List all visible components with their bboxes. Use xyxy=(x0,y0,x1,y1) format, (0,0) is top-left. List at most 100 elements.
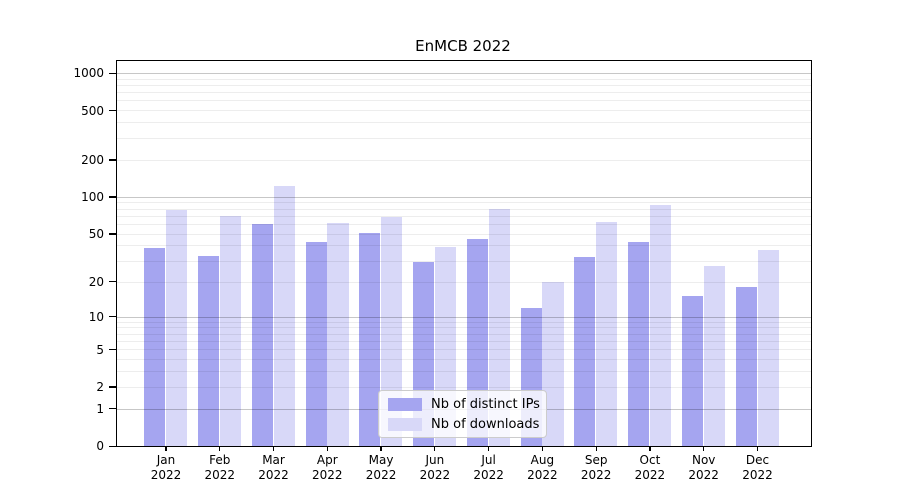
x-tick-oct xyxy=(649,447,651,451)
bar-feb-downloads xyxy=(219,215,241,446)
x-tick-month: Sep xyxy=(584,453,608,467)
x-tick-label-jun: Jun 2022 xyxy=(405,453,465,483)
x-tick-month: Oct xyxy=(639,453,661,467)
y-tick-10 xyxy=(109,316,116,318)
bar-may-distinct-ips xyxy=(359,232,381,446)
y-tick-label-50: 50 xyxy=(88,226,104,241)
bar-apr-distinct-ips xyxy=(305,241,327,446)
x-tick-label-may: May 2022 xyxy=(351,453,411,483)
x-tick-feb xyxy=(219,447,221,451)
bars-layer xyxy=(117,61,811,446)
y-tick-500 xyxy=(109,110,116,112)
y-tick-label-5: 5 xyxy=(96,342,104,357)
x-tick-month: Nov xyxy=(691,453,716,467)
x-tick-label-sep: Sep 2022 xyxy=(566,453,626,483)
x-tick-dec xyxy=(756,447,759,451)
x-tick-label-jan: Jan 2022 xyxy=(136,453,196,483)
x-tick-mar xyxy=(272,447,275,451)
bar-may-downloads xyxy=(381,217,403,446)
bar-oct-downloads xyxy=(650,204,672,446)
bar-feb-distinct-ips xyxy=(197,255,220,446)
x-tick-nov xyxy=(703,447,705,451)
y-tick-label-500: 500 xyxy=(81,103,104,118)
x-tick-year: 2022 xyxy=(634,468,666,482)
x-tick-month: Dec xyxy=(745,453,770,467)
bar-jul-downloads xyxy=(488,209,510,446)
bar-mar-downloads xyxy=(273,185,295,446)
bar-jan-downloads xyxy=(166,210,188,446)
x-tick-may xyxy=(380,447,382,451)
y-tick-label-100: 100 xyxy=(81,190,104,205)
x-tick-year: 2022 xyxy=(150,468,182,482)
bar-apr-downloads xyxy=(327,223,349,446)
y-tick-label-2: 2 xyxy=(96,379,104,394)
plot-area: Nb of distinct IPs Nb of downloads xyxy=(116,60,812,447)
y-tick-2 xyxy=(109,386,116,388)
y-tick-200 xyxy=(109,159,116,161)
x-tick-jun xyxy=(434,447,436,451)
x-tick-month: Jul xyxy=(481,453,496,467)
y-tick-label-1000: 1000 xyxy=(73,66,104,81)
bar-sep-downloads xyxy=(596,222,618,446)
bar-nov-distinct-ips xyxy=(681,296,703,446)
x-tick-year: 2022 xyxy=(742,468,773,482)
y-tick-1 xyxy=(109,408,116,410)
x-tick-month: Jun xyxy=(425,453,445,467)
bar-sep-distinct-ips xyxy=(574,257,596,446)
x-tick-month: May xyxy=(368,453,394,467)
legend-label-downloads: Nb of downloads xyxy=(431,416,540,432)
bar-dec-distinct-ips xyxy=(735,287,757,446)
x-tick-month: Feb xyxy=(209,453,231,467)
x-tick-label-dec: Dec 2022 xyxy=(727,453,787,483)
x-tick-jan xyxy=(165,447,167,451)
x-tick-label-oct: Oct 2022 xyxy=(620,453,680,483)
x-tick-year: 2022 xyxy=(473,468,504,482)
x-tick-month: Aug xyxy=(530,453,555,467)
y-tick-0 xyxy=(109,445,116,447)
y-tick-50 xyxy=(109,233,116,235)
y-tick-label-20: 20 xyxy=(88,274,104,289)
x-tick-month: Apr xyxy=(316,453,338,467)
bar-jan-distinct-ips xyxy=(144,248,166,446)
y-tick-1000 xyxy=(109,72,116,74)
x-tick-year: 2022 xyxy=(688,468,719,482)
x-tick-label-nov: Nov 2022 xyxy=(674,453,734,483)
legend-label-distinct-ips: Nb of distinct IPs xyxy=(431,396,540,412)
x-tick-year: 2022 xyxy=(419,468,451,482)
x-tick-year: 2022 xyxy=(312,468,343,482)
x-tick-year: 2022 xyxy=(258,468,289,482)
chart-title: EnMCB 2022 xyxy=(415,37,511,55)
y-tick-label-10: 10 xyxy=(88,309,104,324)
bar-dec-downloads xyxy=(757,249,779,446)
x-tick-apr xyxy=(326,447,328,451)
x-tick-year: 2022 xyxy=(365,468,397,482)
legend-item-distinct-ips: Nb of distinct IPs xyxy=(388,396,540,412)
x-tick-jul xyxy=(488,447,490,451)
y-tick-label-1: 1 xyxy=(96,401,104,416)
y-tick-label-200: 200 xyxy=(81,152,104,167)
y-tick-5 xyxy=(109,348,116,351)
x-tick-label-mar: Mar 2022 xyxy=(244,453,304,483)
x-tick-year: 2022 xyxy=(580,468,612,482)
bar-mar-distinct-ips xyxy=(251,224,273,446)
x-tick-year: 2022 xyxy=(204,468,236,482)
legend-swatch-downloads xyxy=(388,417,422,431)
bar-aug-downloads xyxy=(542,281,564,446)
y-tick-100 xyxy=(109,196,116,198)
x-tick-aug xyxy=(541,447,543,451)
y-tick-label-0: 0 xyxy=(96,439,104,454)
x-tick-sep xyxy=(595,447,597,451)
x-tick-label-jul: Jul 2022 xyxy=(459,453,519,483)
legend-swatch-distinct-ips xyxy=(388,397,422,411)
x-tick-year: 2022 xyxy=(527,468,558,482)
legend-item-downloads: Nb of downloads xyxy=(388,416,540,432)
x-tick-month: Mar xyxy=(262,453,285,467)
y-tick-20 xyxy=(109,281,116,283)
x-tick-label-feb: Feb 2022 xyxy=(190,453,250,483)
legend: Nb of distinct IPs Nb of downloads xyxy=(378,390,547,438)
x-tick-label-aug: Aug 2022 xyxy=(512,453,572,483)
bar-nov-downloads xyxy=(703,266,725,446)
x-tick-label-apr: Apr 2022 xyxy=(297,453,357,483)
